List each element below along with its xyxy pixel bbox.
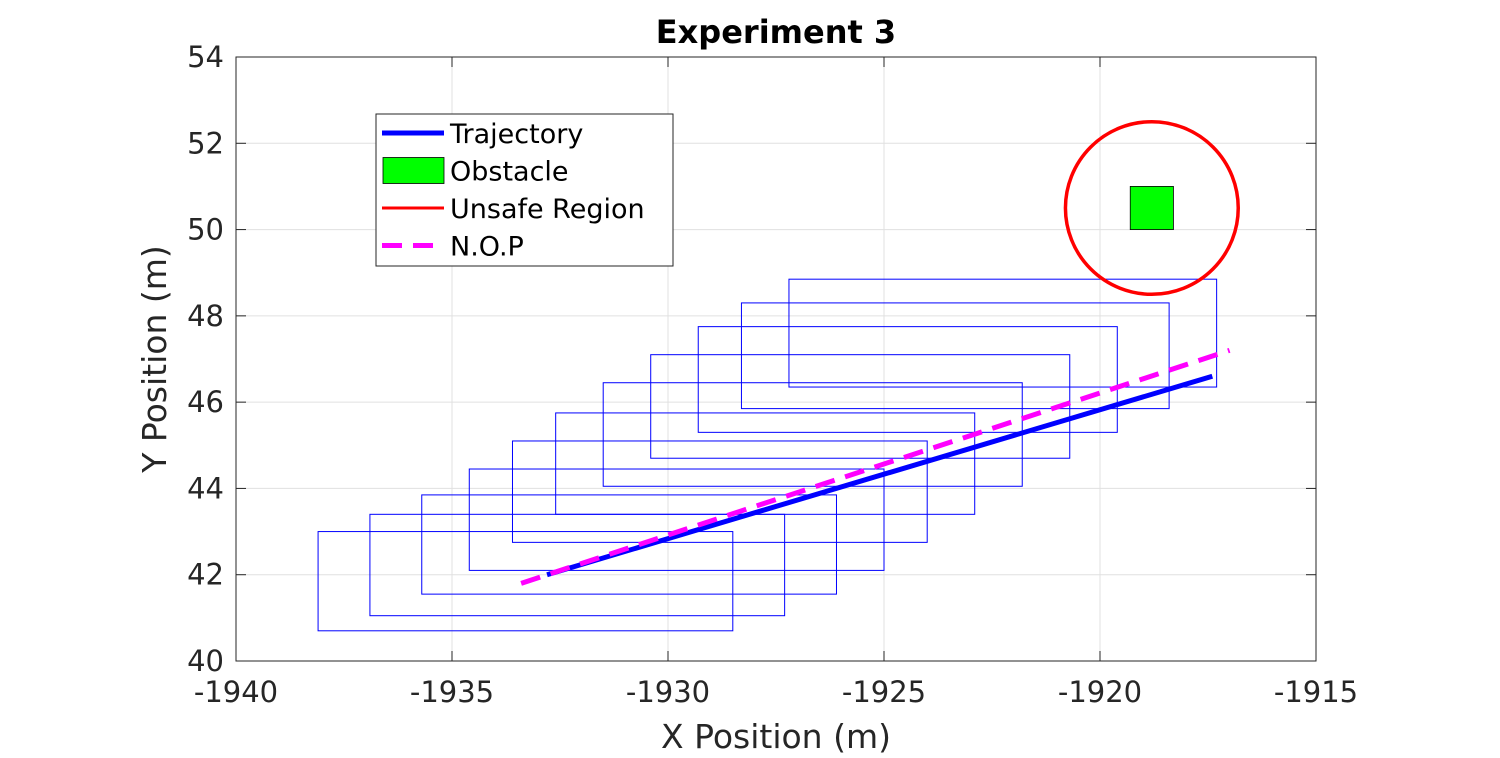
legend-box bbox=[375, 113, 674, 267]
y-tick-label: 52 bbox=[187, 126, 224, 160]
obstacle-layer bbox=[1063, 119, 1240, 297]
trajectory-line bbox=[546, 373, 1214, 578]
x-tick-label: -1915 bbox=[1274, 675, 1358, 709]
y-tick-label: 42 bbox=[187, 558, 224, 592]
reachable-set-box bbox=[468, 468, 885, 571]
reachable-set-box bbox=[650, 354, 1071, 459]
y-axis-label: Y Position (m) bbox=[135, 245, 174, 474]
nop-line bbox=[520, 347, 1231, 586]
y-tick-label: 40 bbox=[187, 644, 224, 678]
reachable-set-box bbox=[788, 278, 1218, 388]
x-axis-label: X Position (m) bbox=[661, 717, 891, 756]
legend-swatch-obstacle bbox=[382, 157, 445, 184]
obstacle-square bbox=[1129, 186, 1174, 230]
y-tick-label: 46 bbox=[187, 385, 224, 419]
x-tick-label: -1930 bbox=[626, 675, 710, 709]
series-layer bbox=[520, 347, 1231, 586]
reachable-set-box bbox=[555, 412, 976, 515]
x-tick-label: -1925 bbox=[842, 675, 926, 709]
y-tick-label: 54 bbox=[187, 40, 224, 74]
reachable-set-box bbox=[740, 302, 1170, 410]
legend-label-unsafe: Unsafe Region bbox=[450, 194, 645, 225]
reachable-set-box bbox=[511, 440, 928, 543]
reachable-set-box bbox=[317, 531, 734, 632]
unsafe-region-circle bbox=[1063, 119, 1240, 297]
legend-label-obstacle: Obstacle bbox=[450, 157, 569, 188]
y-tick-label: 48 bbox=[187, 299, 224, 333]
legend-label-trajectory: Trajectory bbox=[449, 119, 583, 150]
x-tick-label: -1940 bbox=[194, 675, 278, 709]
x-tick-label: -1935 bbox=[410, 675, 494, 709]
legend: Trajectory Obstacle Unsafe Region N.O.P bbox=[375, 113, 674, 267]
reachable-set-box bbox=[697, 326, 1118, 433]
plot-frame bbox=[235, 56, 1317, 662]
legend-label-nop: N.O.P bbox=[450, 232, 524, 263]
y-tick-label: 50 bbox=[187, 213, 224, 247]
y-tick-label: 44 bbox=[187, 471, 224, 505]
boxes-layer bbox=[317, 278, 1218, 632]
chart-title: Experiment 3 bbox=[656, 13, 896, 51]
x-tick-label: -1920 bbox=[1058, 675, 1142, 709]
ticks: -1940 -1935 -1930 -1925 -1920 -1915 40 42 44 46 48… bbox=[187, 40, 1358, 709]
reachable-set-box bbox=[421, 494, 837, 595]
